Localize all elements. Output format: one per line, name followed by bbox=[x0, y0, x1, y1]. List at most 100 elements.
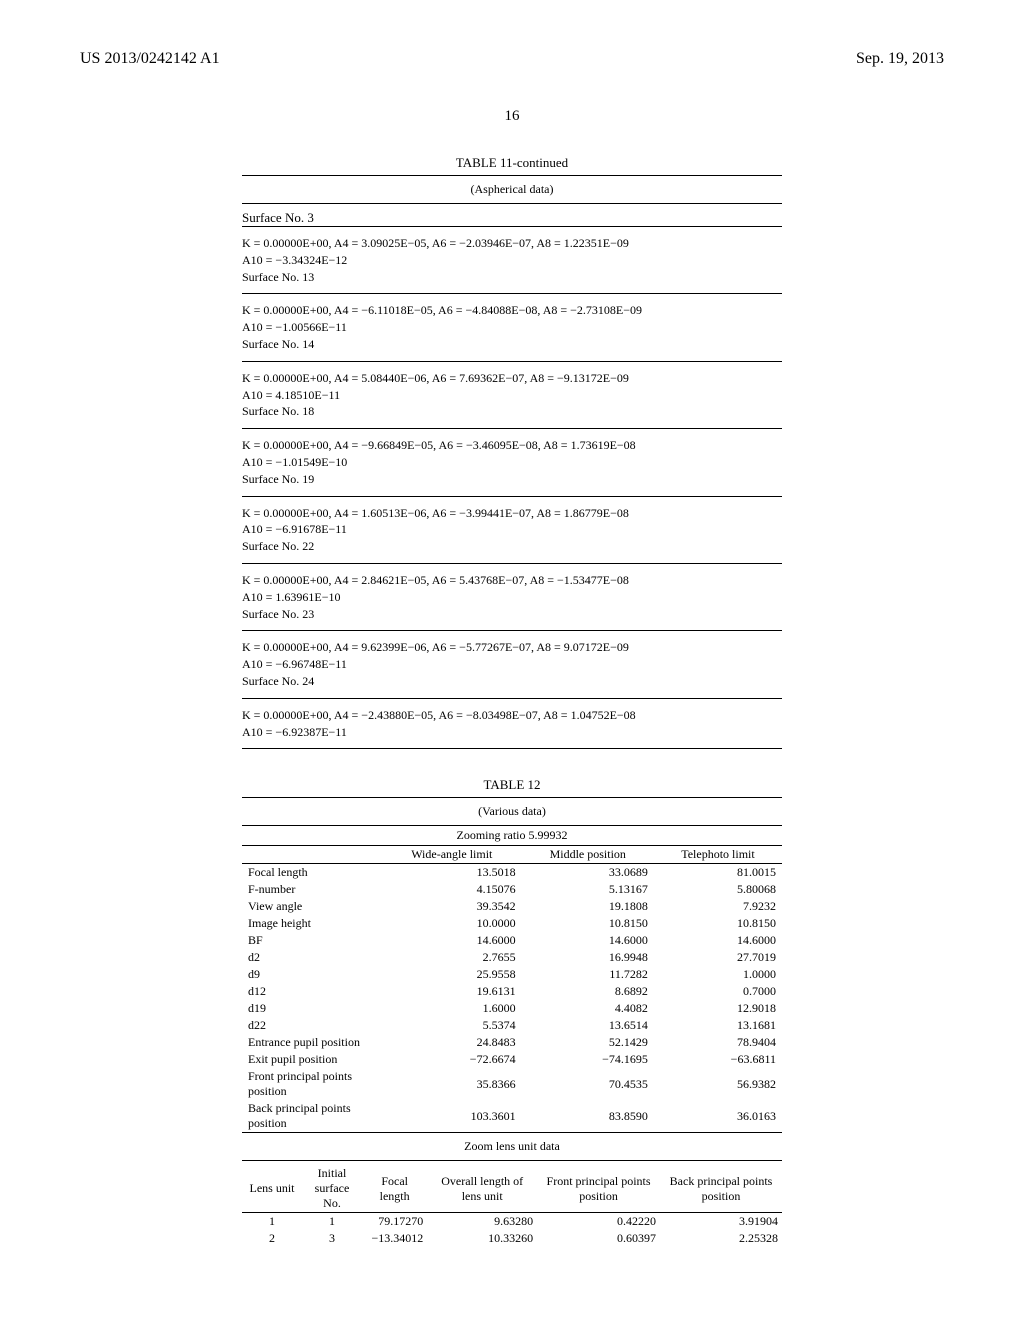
rule bbox=[242, 361, 782, 362]
surface-block: K = 0.00000E+00, A4 = −9.66849E−05, A6 =… bbox=[242, 437, 782, 487]
cell: 27.7019 bbox=[654, 949, 782, 966]
table-row: BF14.600014.600014.6000 bbox=[242, 932, 782, 949]
surface-block: K = 0.00000E+00, A4 = 5.08440E−06, A6 = … bbox=[242, 370, 782, 420]
col-header: Overall length of lens unit bbox=[427, 1165, 537, 1212]
cell: 1.0000 bbox=[654, 966, 782, 983]
rule bbox=[242, 428, 782, 429]
surface-label: Surface No. 18 bbox=[242, 403, 782, 420]
cell: 103.3601 bbox=[382, 1100, 522, 1132]
cell: 1.6000 bbox=[382, 1000, 522, 1017]
col-header: Back principal points position bbox=[660, 1165, 782, 1212]
cell: 1 bbox=[242, 1213, 302, 1230]
rule bbox=[242, 496, 782, 497]
cell: 14.6000 bbox=[654, 932, 782, 949]
table-row: Focal length13.501833.068981.0015 bbox=[242, 864, 782, 881]
cell: −72.6674 bbox=[382, 1051, 522, 1068]
table-header-row: Wide-angle limit Middle position Telepho… bbox=[242, 846, 782, 863]
cell: 33.0689 bbox=[522, 864, 654, 881]
table12-subtitle: (Various data) bbox=[242, 804, 782, 819]
cell: −74.1695 bbox=[522, 1051, 654, 1068]
table-row: F-number4.150765.131675.80068 bbox=[242, 881, 782, 898]
cell: View angle bbox=[242, 898, 382, 915]
cell: −13.34012 bbox=[362, 1230, 427, 1247]
table-row: d925.955811.72821.0000 bbox=[242, 966, 782, 983]
cell: d9 bbox=[242, 966, 382, 983]
surface-label: Surface No. 22 bbox=[242, 538, 782, 555]
cell: d19 bbox=[242, 1000, 382, 1017]
cell: 25.9558 bbox=[382, 966, 522, 983]
col-header: Initial surface No. bbox=[302, 1165, 362, 1212]
cell: 14.6000 bbox=[522, 932, 654, 949]
doc-date: Sep. 19, 2013 bbox=[856, 50, 944, 68]
surface-label: Surface No. 13 bbox=[242, 269, 782, 286]
cell: 35.8366 bbox=[382, 1068, 522, 1100]
coeff-line: A10 = −3.34324E−12 bbox=[242, 252, 782, 269]
cell: 4.15076 bbox=[382, 881, 522, 898]
table12: TABLE 12 (Various data) Zooming ratio 5.… bbox=[242, 777, 782, 1247]
zoom-unit-table: Lens unit Initial surface No. Focal leng… bbox=[242, 1165, 782, 1247]
page-header: US 2013/0242142 A1 Sep. 19, 2013 bbox=[80, 50, 944, 68]
cell: 78.9404 bbox=[654, 1034, 782, 1051]
coeff-line: K = 0.00000E+00, A4 = −2.43880E−05, A6 =… bbox=[242, 707, 782, 724]
cell: 13.1681 bbox=[654, 1017, 782, 1034]
coeff-line: K = 0.00000E+00, A4 = 9.62399E−06, A6 = … bbox=[242, 639, 782, 656]
rule bbox=[242, 698, 782, 699]
table-row: 1179.172709.632800.422203.91904 bbox=[242, 1213, 782, 1230]
table11-title: TABLE 11-continued bbox=[242, 155, 782, 171]
rule bbox=[242, 226, 782, 227]
table-row: Exit pupil position−72.6674−74.1695−63.6… bbox=[242, 1051, 782, 1068]
cell: Entrance pupil position bbox=[242, 1034, 382, 1051]
cell: 16.9948 bbox=[522, 949, 654, 966]
cell: 3 bbox=[302, 1230, 362, 1247]
coeff-line: K = 0.00000E+00, A4 = 3.09025E−05, A6 = … bbox=[242, 235, 782, 252]
cell: 9.63280 bbox=[427, 1213, 537, 1230]
page-number: 16 bbox=[80, 108, 944, 125]
table-row: d191.60004.408212.9018 bbox=[242, 1000, 782, 1017]
cell: 12.9018 bbox=[654, 1000, 782, 1017]
table-row: Front principal points position35.836670… bbox=[242, 1068, 782, 1100]
col-header: Middle position bbox=[522, 846, 654, 863]
col-header: Telephoto limit bbox=[654, 846, 782, 863]
rule bbox=[242, 630, 782, 631]
coeff-line: K = 0.00000E+00, A4 = −9.66849E−05, A6 =… bbox=[242, 437, 782, 454]
cell: BF bbox=[242, 932, 382, 949]
zoom-ratio: Zooming ratio 5.99932 bbox=[242, 826, 782, 845]
col-header: Lens unit bbox=[242, 1165, 302, 1212]
table-header-row: Lens unit Initial surface No. Focal leng… bbox=[242, 1165, 782, 1212]
col-header bbox=[242, 846, 382, 863]
cell: 1 bbox=[302, 1213, 362, 1230]
surface-block: K = 0.00000E+00, A4 = −6.11018E−05, A6 =… bbox=[242, 302, 782, 352]
cell: 70.4535 bbox=[522, 1068, 654, 1100]
cell: 2.25328 bbox=[660, 1230, 782, 1247]
surfaces: K = 0.00000E+00, A4 = 3.09025E−05, A6 = … bbox=[242, 235, 782, 749]
cell: 11.7282 bbox=[522, 966, 654, 983]
surface-label: Surface No. 3 bbox=[242, 210, 782, 226]
cell: 39.3542 bbox=[382, 898, 522, 915]
table-row: d22.765516.994827.7019 bbox=[242, 949, 782, 966]
cell: 56.9382 bbox=[654, 1068, 782, 1100]
cell: 10.0000 bbox=[382, 915, 522, 932]
surface-block: K = 0.00000E+00, A4 = 3.09025E−05, A6 = … bbox=[242, 235, 782, 285]
cell: −63.6811 bbox=[654, 1051, 782, 1068]
surface-block: K = 0.00000E+00, A4 = 1.60513E−06, A6 = … bbox=[242, 505, 782, 555]
cell: d2 bbox=[242, 949, 382, 966]
col-header: Front principal points position bbox=[537, 1165, 660, 1212]
cell: 81.0015 bbox=[654, 864, 782, 881]
cell: 2 bbox=[242, 1230, 302, 1247]
cell: 4.4082 bbox=[522, 1000, 654, 1017]
cell: 7.9232 bbox=[654, 898, 782, 915]
rule bbox=[242, 748, 782, 749]
coeff-line: K = 0.00000E+00, A4 = 5.08440E−06, A6 = … bbox=[242, 370, 782, 387]
surface-block: K = 0.00000E+00, A4 = −2.43880E−05, A6 =… bbox=[242, 707, 782, 741]
doc-number: US 2013/0242142 A1 bbox=[80, 50, 220, 68]
cell: d22 bbox=[242, 1017, 382, 1034]
col-header: Wide-angle limit bbox=[382, 846, 522, 863]
cell: Front principal points position bbox=[242, 1068, 382, 1100]
cell: 8.6892 bbox=[522, 983, 654, 1000]
rule bbox=[242, 293, 782, 294]
table-row: Entrance pupil position24.848352.142978.… bbox=[242, 1034, 782, 1051]
table11-subtitle: (Aspherical data) bbox=[242, 182, 782, 197]
cell: 10.33260 bbox=[427, 1230, 537, 1247]
rule bbox=[242, 203, 782, 204]
cell: 5.80068 bbox=[654, 881, 782, 898]
